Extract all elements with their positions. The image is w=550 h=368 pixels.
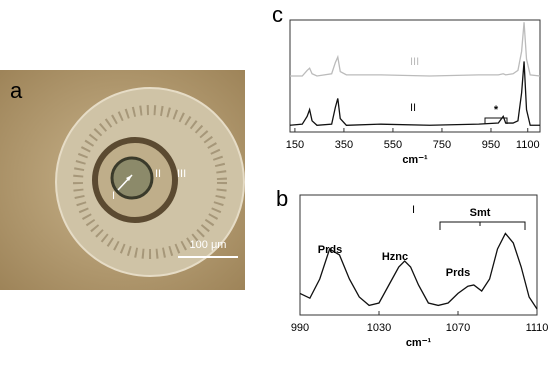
plot-frame — [299, 194, 538, 316]
region-label: II — [155, 168, 161, 180]
panel-label: c — [272, 2, 283, 27]
series-label: II — [410, 102, 416, 114]
scale-label: 100 μm — [190, 239, 227, 251]
x-axis-label: cm⁻¹ — [402, 154, 428, 166]
x-tick-label: 950 — [482, 139, 500, 151]
spectrum — [299, 232, 538, 310]
annotation: * — [494, 104, 499, 116]
bracket — [484, 117, 508, 124]
x-tick-label: 550 — [384, 139, 402, 151]
series-label: III — [410, 56, 419, 68]
spectrum — [289, 61, 540, 126]
panel-label: a — [10, 78, 23, 103]
bracket — [439, 221, 526, 230]
ring-texture — [73, 105, 227, 259]
x-tick-label: 990 — [291, 322, 309, 334]
core — [110, 156, 154, 200]
series-label: I — [412, 204, 415, 216]
annotation: Prds — [446, 267, 470, 279]
panel-label: b — [276, 186, 288, 211]
x-tick-label: 750 — [433, 139, 451, 151]
arrow-head — [126, 175, 132, 181]
region-label: III — [177, 168, 186, 180]
x-tick-label: 1110 — [526, 322, 549, 334]
x-tick-label: 150 — [286, 139, 304, 151]
region-label: I — [112, 190, 115, 202]
x-tick-label: 1100 — [516, 139, 540, 151]
x-tick-label: 350 — [335, 139, 353, 151]
x-tick-label: 1030 — [367, 322, 391, 334]
x-tick-label: 1070 — [446, 322, 470, 334]
annotation: Smt — [470, 207, 491, 219]
spectrum — [290, 22, 541, 77]
annotation: Hznc — [382, 251, 408, 263]
micrograph: a I II III 100 μm — [0, 70, 245, 290]
x-axis-label: cm⁻¹ — [406, 337, 432, 349]
annotation: Prds — [318, 244, 342, 256]
